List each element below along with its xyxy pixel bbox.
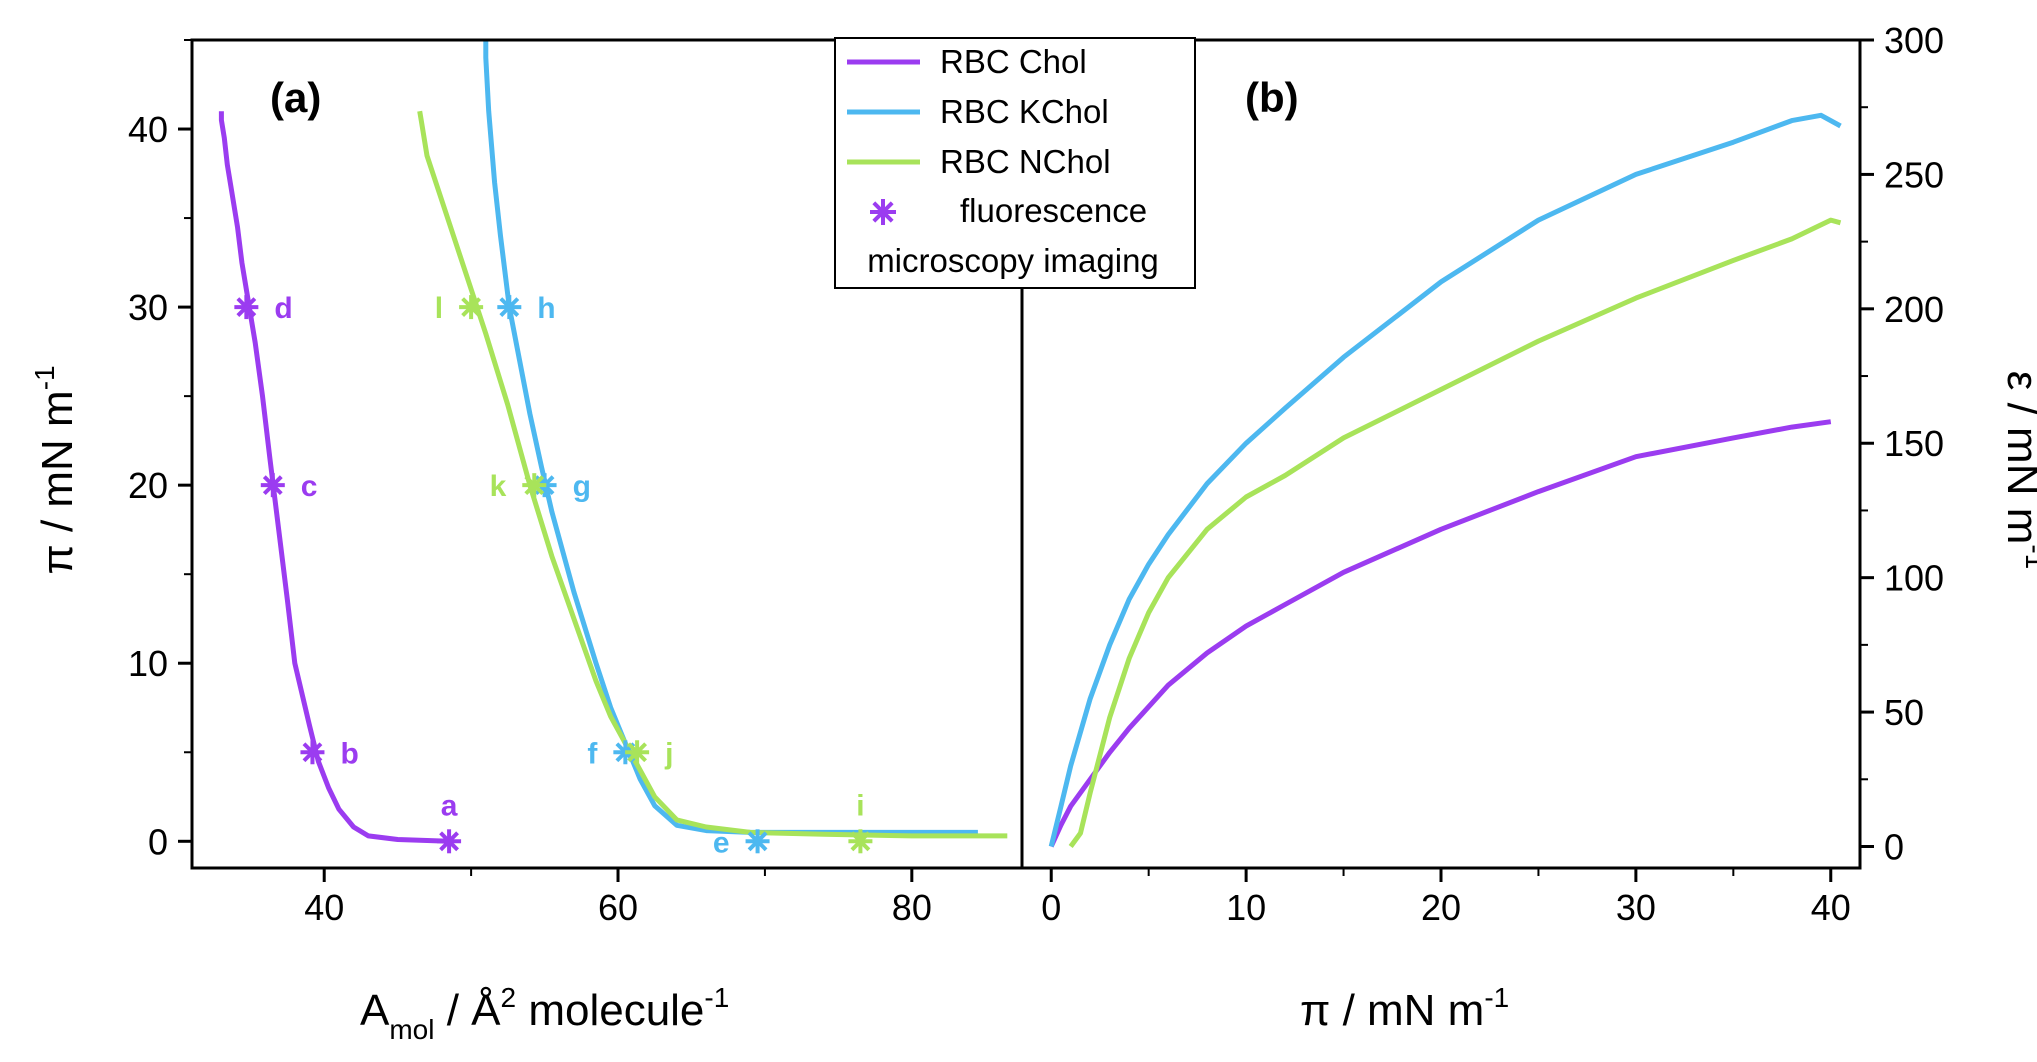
panel-a-y-tick-label: 30 <box>128 287 168 328</box>
panel-a-y-tick-label: 20 <box>128 465 168 506</box>
asterisk-stroke <box>747 831 768 852</box>
panel-b-y-tick-label: 100 <box>1884 558 1944 599</box>
fluorescence-marker-k <box>522 473 547 498</box>
legend-item-nchol: RBC NChol <box>847 143 1111 180</box>
panel-b-series <box>1048 112 1842 848</box>
panel-a-y-tick-label: 0 <box>148 821 168 862</box>
fluorescence-marker-b <box>300 740 325 765</box>
panel-b-x-tick-label: 20 <box>1421 887 1461 928</box>
fluorescence-marker-a <box>437 829 462 854</box>
fluorescence-marker-i <box>848 829 873 854</box>
legend-asterisk <box>870 199 896 225</box>
marker-label-i: i <box>856 789 864 822</box>
fluorescence-marker-d <box>234 295 259 320</box>
panel-a-x-tick-label: 60 <box>598 887 638 928</box>
panel-a-y-ticks: 0 10 20 30 40 <box>128 39 192 862</box>
panel-a-x-tick-label: 80 <box>892 887 932 928</box>
panel-b-label: (b) <box>1245 74 1299 121</box>
fluorescence-marker-h <box>497 295 522 320</box>
panel-a-y-tick-label: 40 <box>128 109 168 150</box>
asterisk-stroke <box>499 297 520 317</box>
legend: RBC Chol RBC KChol RBC NChol fluorescenc… <box>834 37 1196 289</box>
panel-a: a b c d e f g h i j k l 40 60 80 0 10 20 30 40 (a) Amol /… <box>29 38 1024 1045</box>
panel-b-y-tick-label: 150 <box>1884 423 1944 464</box>
marker-label-k: k <box>490 470 507 503</box>
panel-b-x-tick-label: 30 <box>1616 887 1656 928</box>
fluorescence-marker-l <box>459 295 484 320</box>
asterisk-stroke <box>302 742 323 763</box>
panel-b-y-title: ε / mN m-1 <box>1998 371 2037 570</box>
fluorescence-marker-j <box>625 740 650 765</box>
panel-b-y-tick-label: 250 <box>1884 154 1944 195</box>
panel-b-y-tick-label: 0 <box>1884 826 1904 867</box>
marker-label-c: c <box>301 470 318 503</box>
panel-b-x-ticks: 0 10 20 30 40 <box>1041 868 1851 928</box>
marker-label-a: a <box>441 789 458 822</box>
asterisk-stroke <box>461 297 482 317</box>
legend-label-nchol: RBC NChol <box>940 143 1111 180</box>
panel-a-y-tick-label: 10 <box>128 643 168 684</box>
panel-b-y-ticks: 0 50 100 150 200 250 300 <box>1860 20 1944 867</box>
series-line-b-rbc-chol <box>1048 419 1832 848</box>
panel-a-y-title: π / mN m-1 <box>29 365 82 574</box>
asterisk-stroke <box>262 475 283 496</box>
panel-a-markers: a b c d e f g h i j k l <box>234 292 873 859</box>
marker-label-j: j <box>664 737 673 770</box>
panel-b-y-tick-label: 50 <box>1884 692 1924 733</box>
series-line-a-rbc-chol <box>218 111 450 844</box>
marker-label-b: b <box>340 737 358 770</box>
panel-a-x-title: Amol / Å2 molecule-1 <box>360 982 729 1045</box>
panel-b-y-tick-label: 200 <box>1884 289 1944 330</box>
series-line-a-rbc-nchol <box>417 110 1008 839</box>
legend-label-microscopy: microscopy imaging <box>867 242 1159 279</box>
legend-item-fluorescence: fluorescence microscopy imaging <box>867 192 1159 279</box>
panel-b-y-tick-label: 300 <box>1884 20 1944 61</box>
asterisk-stroke <box>850 831 871 852</box>
asterisk-stroke <box>439 831 459 852</box>
fluorescence-marker-e <box>745 829 770 854</box>
panel-b-x-tick-label: 40 <box>1811 887 1851 928</box>
legend-label-fluorescence: fluorescence <box>960 192 1147 229</box>
fluorescence-marker-c <box>260 473 285 498</box>
series-line-b-rbc-kchol <box>1048 112 1842 848</box>
panel-b-x-tick-label: 0 <box>1041 887 1061 928</box>
panel-b-x-title: π / mN m-1 <box>1300 982 1509 1035</box>
panel-a-x-tick-label: 40 <box>304 887 344 928</box>
marker-label-g: g <box>573 470 591 503</box>
asterisk-stroke <box>524 475 545 496</box>
legend-item-kchol: RBC KChol <box>847 93 1109 130</box>
legend-label-kchol: RBC KChol <box>940 93 1109 130</box>
marker-label-d: d <box>274 292 292 325</box>
panel-b-x-tick-label: 10 <box>1226 887 1266 928</box>
legend-item-chol: RBC Chol <box>847 43 1087 80</box>
asterisk-marker-icon <box>870 199 896 225</box>
series-line-b-rbc-nchol <box>1068 217 1842 848</box>
asterisk-stroke <box>872 201 894 223</box>
legend-label-chol: RBC Chol <box>940 43 1087 80</box>
marker-label-h: h <box>537 292 555 325</box>
panel-a-label: (a) <box>270 74 321 121</box>
panel-a-x-ticks: 40 60 80 <box>304 868 932 928</box>
panel-b: 0 10 20 30 40 0 50 100 150 200 250 300 (b) π / mN … <box>1020 20 2037 1035</box>
marker-label-l: l <box>435 292 443 325</box>
marker-label-f: f <box>587 737 598 770</box>
asterisk-stroke <box>627 742 648 763</box>
marker-label-e: e <box>713 826 730 859</box>
asterisk-stroke <box>236 297 257 317</box>
